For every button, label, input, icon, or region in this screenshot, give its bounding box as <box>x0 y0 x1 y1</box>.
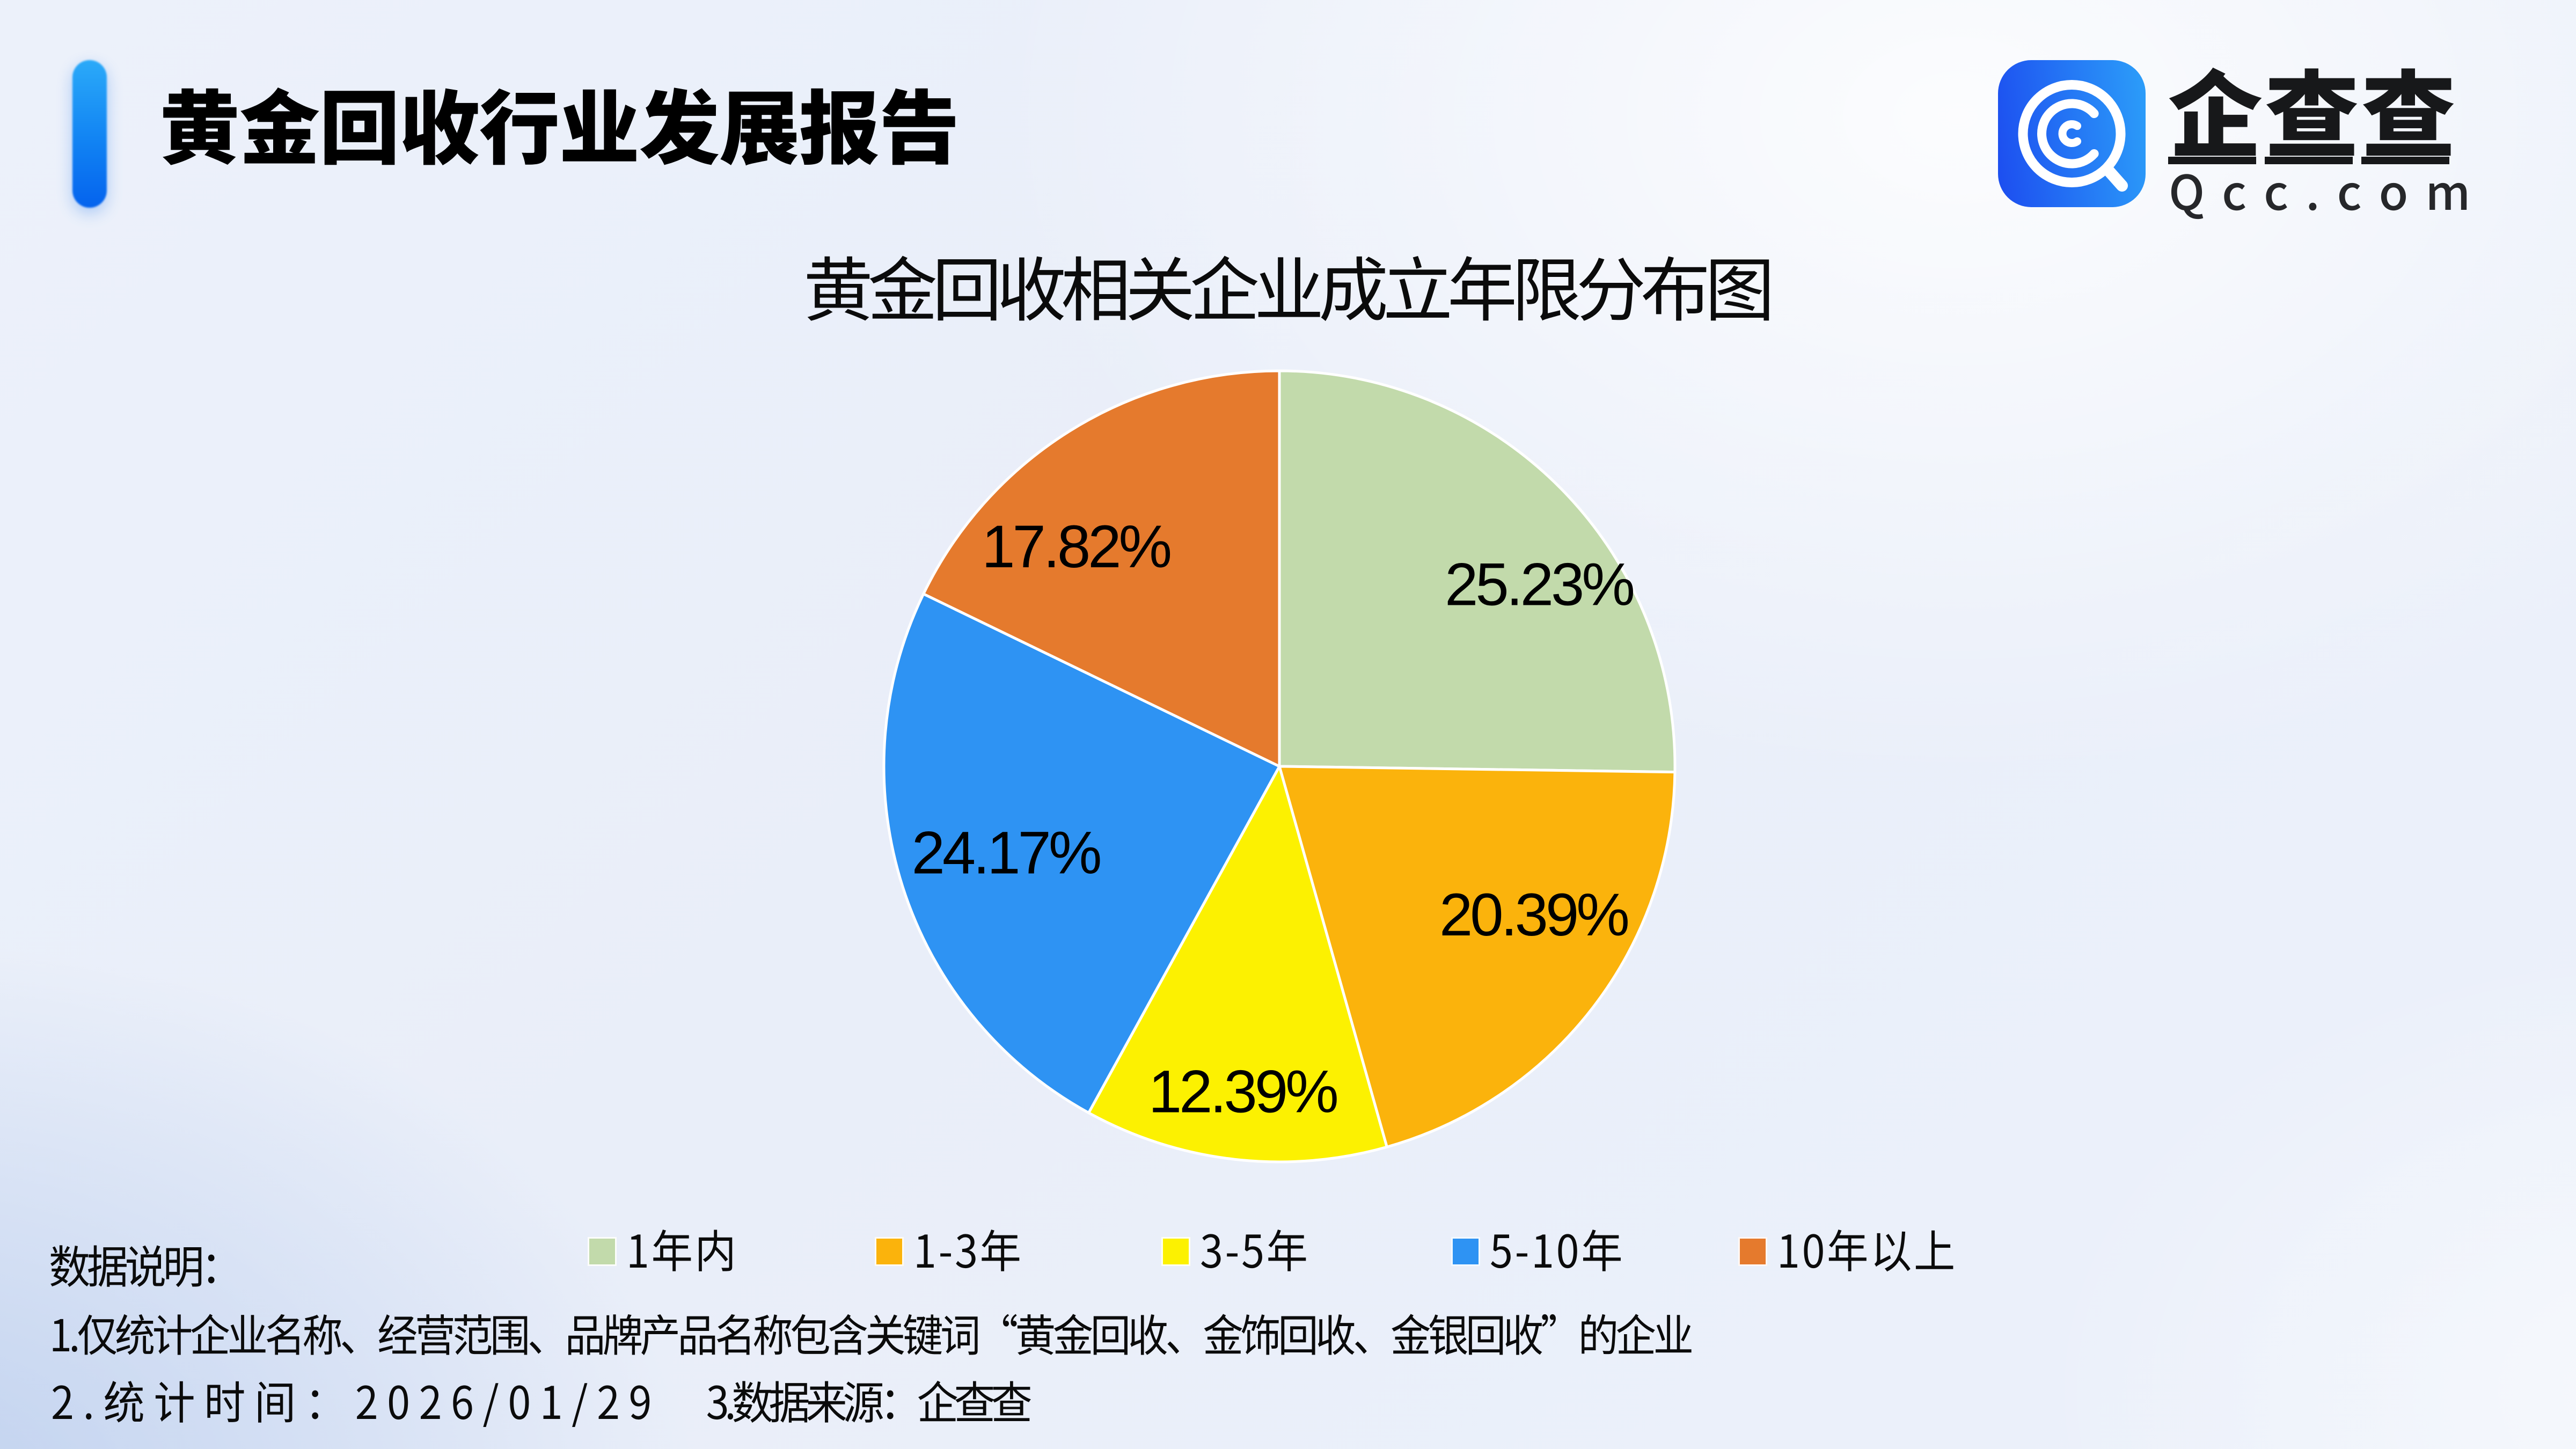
pie-slice-10年以上 <box>922 369 1281 768</box>
qcc-magnifier-icon <box>2018 80 2128 192</box>
logo-brand-char: 企 <box>2168 40 2263 177</box>
qcc-logo-icon <box>1998 60 2146 207</box>
legend-swatch-10年以上 <box>1738 1237 1767 1266</box>
legend-swatch-1年内 <box>588 1237 617 1266</box>
page-title: 黄金回收行业发展报告 <box>159 64 960 181</box>
notes-heading: 数据说明： <box>49 1232 243 1297</box>
pie-slice-1年内 <box>1278 369 1677 774</box>
pie-label-10年以上: 17.82% <box>982 513 1170 580</box>
pie-label-3-5年: 12.39% <box>1148 1058 1337 1125</box>
chart-title: 黄金回收相关企业成立年限分布图 <box>803 235 1775 335</box>
note-line-2: 2.统计时间：2026/01/29 3.数据来源：企查查 <box>51 1378 1033 1423</box>
legend-label-5-10年: 5-10年 <box>1490 1216 1625 1281</box>
note-data-source: 3.数据来源：企查查 <box>706 1367 1033 1432</box>
legend-label-3-5年: 3-5年 <box>1200 1216 1310 1281</box>
pie-label-1年内: 25.23% <box>1445 551 1633 618</box>
pie-slice-1-3年 <box>1278 765 1677 1148</box>
legend-label-1年内: 1年内 <box>626 1216 738 1281</box>
legend-swatch-5-10年 <box>1451 1237 1480 1266</box>
note-line-1: 1.仅统计企业名称、经营范围、品牌产品名称包含关键词“黄金回收、金饰回收、金银回… <box>49 1300 1694 1364</box>
title-accent-bar <box>72 60 107 208</box>
logo-brand-char: 查 <box>2265 40 2360 177</box>
pie-label-1-3年: 20.39% <box>1439 881 1628 948</box>
pie-slice-5-10年 <box>882 592 1281 1115</box>
logo-domain-text: Qcc.com <box>2169 155 2488 224</box>
legend-swatch-3-5年 <box>1161 1237 1190 1266</box>
note-stat-time: 2.统计时间：2026/01/29 <box>51 1367 661 1432</box>
logo-brand-char: 查 <box>2361 40 2456 177</box>
legend-label-10年以上: 10年以上 <box>1777 1216 1958 1281</box>
logo-brand-text: 企查查 <box>2168 40 2456 177</box>
legend-swatch-1-3年 <box>875 1237 904 1266</box>
pie-label-5-10年: 24.17% <box>912 819 1100 886</box>
legend-label-1-3年: 1-3年 <box>913 1216 1023 1281</box>
pie-slice-3-5年 <box>1087 765 1388 1163</box>
